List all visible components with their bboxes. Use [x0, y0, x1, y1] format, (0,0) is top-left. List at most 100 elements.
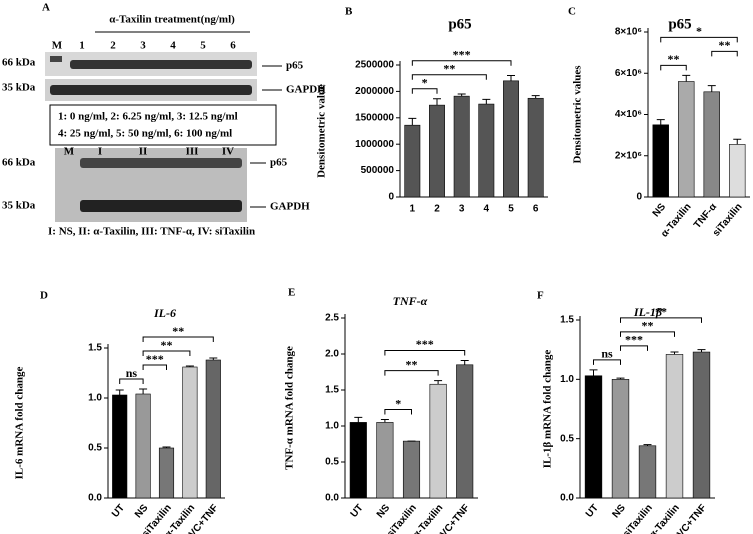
error-bar: [589, 369, 598, 376]
significance-bracket: [711, 50, 738, 57]
y-tick-label: 0: [388, 192, 394, 203]
y-tick-label: 4×10⁶: [615, 109, 642, 120]
panel-letter: D: [40, 290, 48, 302]
lane-label: III: [186, 146, 199, 158]
error-bar: [209, 357, 218, 360]
target-label: GAPDH: [286, 84, 326, 96]
error-bar: [697, 349, 706, 353]
bar: [527, 97, 544, 198]
y-tick-label: 2.5: [325, 313, 339, 324]
bar: [429, 383, 447, 499]
significance-bracket: [384, 409, 412, 415]
y-tick-label: 0: [636, 192, 642, 203]
y-tick-label: 500000: [361, 165, 395, 176]
significance-bracket: [142, 336, 214, 342]
x-tick-label: 1: [410, 204, 416, 215]
significance-bracket: [620, 345, 648, 351]
lane-label: I: [98, 146, 102, 158]
lane-label: 4: [170, 40, 176, 52]
error-bar: [507, 75, 515, 81]
error-bar: [733, 138, 742, 145]
error-bar: [460, 359, 469, 365]
lane-label: M: [52, 40, 63, 52]
bar: [652, 124, 669, 198]
lane-label: 1: [79, 40, 85, 52]
blot-band: [80, 200, 242, 212]
panel-letter: A: [42, 2, 50, 14]
significance-bracket: [384, 370, 439, 376]
error-bar: [433, 98, 441, 106]
x-tick-label: VC+TNF: [438, 503, 472, 534]
error-bar: [434, 380, 443, 385]
error-bar: [531, 95, 540, 99]
lane-label: 3: [140, 40, 146, 52]
marker-label: 35 kDa: [2, 82, 36, 94]
bar: [584, 375, 603, 499]
y-tick-label: 2500000: [355, 60, 394, 71]
chart-title: IL-6: [153, 306, 176, 320]
y-tick-label: 1.5: [88, 343, 102, 354]
y-tick-label: 0.5: [325, 457, 339, 468]
significance-bracket: [620, 317, 702, 323]
y-tick-label: 0.0: [88, 493, 102, 504]
marker-label: 66 kDa: [2, 157, 36, 169]
error-bar: [354, 416, 363, 423]
significance-label: ***: [453, 48, 471, 62]
chart-title: TNF-α: [393, 294, 428, 308]
bar: [478, 103, 495, 198]
bar: [729, 144, 746, 198]
y-axis-label: Densitometric values: [572, 65, 584, 164]
panel-letter: F: [537, 290, 544, 302]
chart-title: p65: [448, 16, 471, 32]
significance-label: *: [395, 396, 401, 410]
chart-title: p65: [668, 16, 691, 32]
significance-bracket: [142, 350, 191, 356]
bar: [182, 366, 198, 499]
significance-label: *: [696, 24, 702, 38]
y-tick-label: 1.0: [325, 421, 339, 432]
bar: [135, 393, 151, 499]
significance-label: **: [172, 324, 184, 338]
significance-label: ns: [126, 366, 138, 380]
bar: [404, 124, 421, 198]
y-tick-label: 0.5: [88, 443, 102, 454]
y-tick-label: 1.0: [560, 374, 574, 385]
bar: [112, 394, 128, 499]
significance-bracket: [142, 364, 167, 370]
significance-label: **: [406, 357, 418, 371]
key-line: 4: 25 ng/ml, 5: 50 ng/ml, 6: 100 ng/ml: [58, 128, 232, 140]
error-bar: [670, 351, 679, 355]
significance-label: ns: [601, 347, 613, 361]
treatment-label: α-Taxilin treatment(ng/ml): [109, 14, 235, 26]
blot-band: [50, 85, 252, 95]
lane-label: 2: [110, 40, 116, 52]
key-box: [49, 104, 277, 146]
y-tick-label: 2×10⁶: [615, 150, 642, 161]
y-tick-label: 0.5: [560, 433, 574, 444]
error-bar: [139, 388, 148, 394]
error-bar: [162, 446, 171, 448]
significance-label: ***: [416, 337, 434, 351]
error-bar: [616, 377, 625, 380]
blot-band: [50, 56, 62, 62]
marker-label: 35 kDa: [2, 200, 36, 212]
significance-label: **: [443, 62, 455, 76]
x-tick-label: 6: [533, 204, 539, 215]
y-tick-label: 1.0: [88, 393, 102, 404]
marker-label: 66 kDa: [2, 57, 36, 69]
y-tick-label: 1000000: [355, 139, 394, 150]
error-bar: [380, 419, 389, 423]
significance-bracket: [660, 36, 738, 43]
x-tick-label: NS: [375, 502, 393, 520]
significance-label: **: [642, 319, 654, 333]
bar: [453, 95, 470, 198]
bar: [678, 81, 695, 198]
x-tick-label: NS: [651, 201, 669, 219]
error-bar: [682, 74, 691, 82]
x-tick-label: UT: [110, 503, 127, 520]
significance-bracket: [411, 88, 438, 94]
lane-label: II: [139, 146, 148, 158]
significance-bracket: [620, 331, 675, 337]
x-tick-label: 5: [508, 204, 514, 215]
significance-label: *: [422, 76, 428, 90]
